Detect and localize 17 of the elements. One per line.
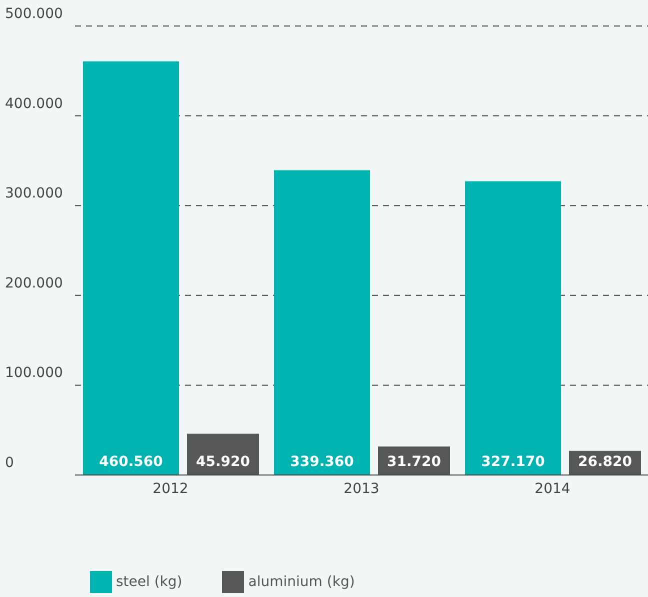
- y-tick-label: 100.000: [5, 365, 63, 382]
- data-label: 26.820: [578, 454, 632, 470]
- y-tick-label: 200.000: [5, 275, 63, 292]
- data-label: 327.170: [481, 454, 546, 470]
- legend-label: steel (kg): [116, 574, 182, 590]
- y-tick-label: 300.000: [5, 186, 63, 202]
- y-tick-label: 0: [5, 455, 14, 471]
- data-label: 339.360: [290, 454, 354, 470]
- data-label: 45.920: [196, 454, 250, 470]
- y-tick-label: 500.000: [5, 6, 63, 22]
- data-label: 31.720: [386, 454, 442, 470]
- data-label: 460.560: [99, 454, 164, 470]
- x-tick-label: 2014: [534, 480, 570, 497]
- x-tick-label: 2013: [344, 480, 380, 497]
- y-tick-label: 400.000: [5, 96, 63, 112]
- x-tick-label: 2012: [152, 480, 188, 497]
- legend-label: aluminium (kg): [248, 574, 355, 590]
